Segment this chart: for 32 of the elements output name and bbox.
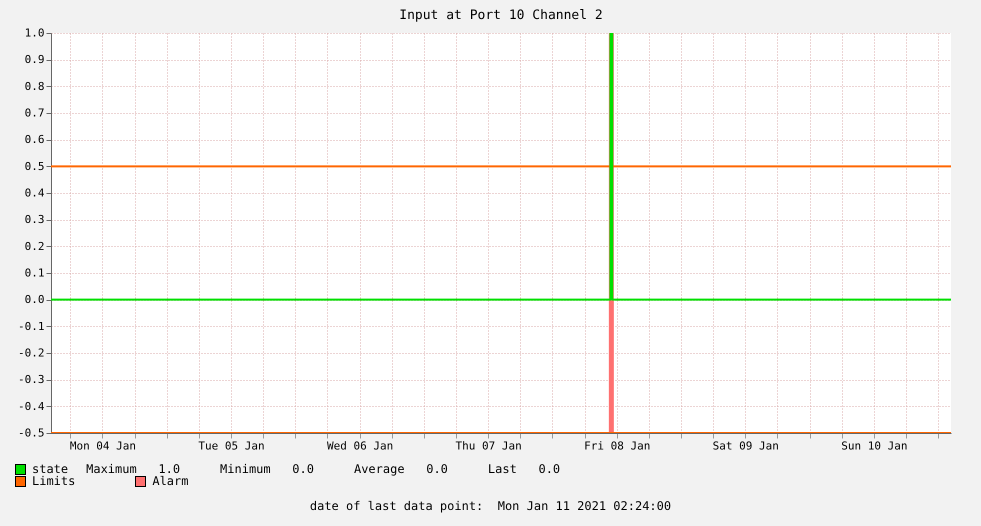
x-tick-label: Fri 08 Jan: [584, 440, 650, 452]
x-tick-label: Sun 10 Jan: [841, 440, 908, 452]
x-tick-label: Thu 07 Jan: [456, 440, 522, 452]
y-tick-label: -0.4: [18, 400, 45, 413]
y-tick-label: -0.1: [18, 320, 44, 333]
y-tick-label: 0.8: [24, 80, 44, 93]
text: date of last data point: Mon Jan 11 2021 02:24:00: [308, 499, 672, 513]
x-tick-label: Sat 09 Jan: [712, 440, 779, 452]
legend-label: Limits: [31, 474, 76, 488]
y-tick-label: 1.0: [24, 26, 44, 40]
y-tick-label: 0.9: [24, 53, 44, 66]
text: Average 0.0: [354, 462, 448, 476]
text: Maximum 1.0: [86, 462, 180, 476]
text: Minimum 0.0: [220, 462, 314, 476]
y-tick-label: 0.1: [24, 266, 44, 280]
text: Last 0.0: [488, 462, 560, 476]
y-tick-label: -0.3: [18, 373, 44, 386]
x-tick-label: Wed 06 Jan: [326, 440, 394, 452]
y-tick-label: -0.2: [18, 346, 44, 360]
y-tick-label: -0.5: [18, 426, 44, 440]
legend-label: state: [31, 462, 68, 476]
x-tick-label: Tue 05 Jan: [198, 440, 265, 452]
y-tick-label: 0.6: [24, 133, 44, 146]
y-tick-label: 0.4: [24, 186, 45, 200]
y-tick-label: 0.3: [24, 213, 44, 226]
x-tick-label: Mon 04 Jan: [70, 440, 136, 452]
y-tick-label: 0.7: [24, 106, 44, 120]
y-tick-label: 0.5: [24, 160, 44, 173]
y-tick-label: 0.0: [24, 293, 44, 306]
y-tick-label: 0.2: [24, 240, 44, 253]
legend-label: Alarm: [151, 474, 188, 488]
chart-title: Input at Port 10 Channel 2: [399, 8, 603, 23]
